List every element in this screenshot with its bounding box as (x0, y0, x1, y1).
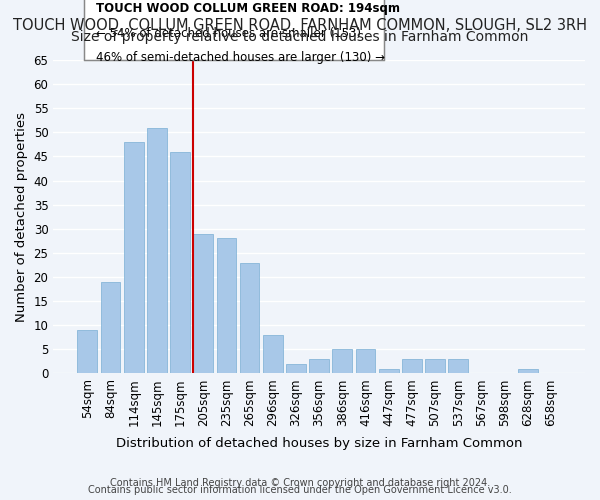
X-axis label: Distribution of detached houses by size in Farnham Common: Distribution of detached houses by size … (116, 437, 523, 450)
Bar (286, 364, 306, 374)
Bar (402, 359, 422, 374)
Bar (217, 238, 236, 374)
Bar (332, 350, 352, 374)
Bar (101, 282, 121, 374)
Bar (147, 128, 167, 374)
Bar (309, 359, 329, 374)
Bar (77, 330, 97, 374)
Bar (448, 359, 468, 374)
Bar (124, 142, 143, 374)
Bar (518, 368, 538, 374)
Bar (263, 335, 283, 374)
Text: Contains HM Land Registry data © Crown copyright and database right 2024.: Contains HM Land Registry data © Crown c… (110, 478, 490, 488)
Bar (193, 234, 213, 374)
Bar (170, 152, 190, 374)
Bar (425, 359, 445, 374)
Bar (240, 262, 259, 374)
Bar (356, 350, 376, 374)
Text: TOUCH WOOD COLLUM GREEN ROAD: 194sqm: TOUCH WOOD COLLUM GREEN ROAD: 194sqm (96, 2, 400, 15)
Text: Size of property relative to detached houses in Farnham Common: Size of property relative to detached ho… (71, 30, 529, 44)
Text: TOUCH WOOD, COLLUM GREEN ROAD, FARNHAM COMMON, SLOUGH, SL2 3RH: TOUCH WOOD, COLLUM GREEN ROAD, FARNHAM C… (13, 18, 587, 32)
Text: 46% of semi-detached houses are larger (130) →: 46% of semi-detached houses are larger (… (96, 52, 385, 64)
Text: Contains public sector information licensed under the Open Government Licence v3: Contains public sector information licen… (88, 485, 512, 495)
Y-axis label: Number of detached properties: Number of detached properties (15, 112, 28, 322)
Text: ← 54% of detached houses are smaller (153): ← 54% of detached houses are smaller (15… (96, 28, 361, 40)
Bar (379, 368, 398, 374)
